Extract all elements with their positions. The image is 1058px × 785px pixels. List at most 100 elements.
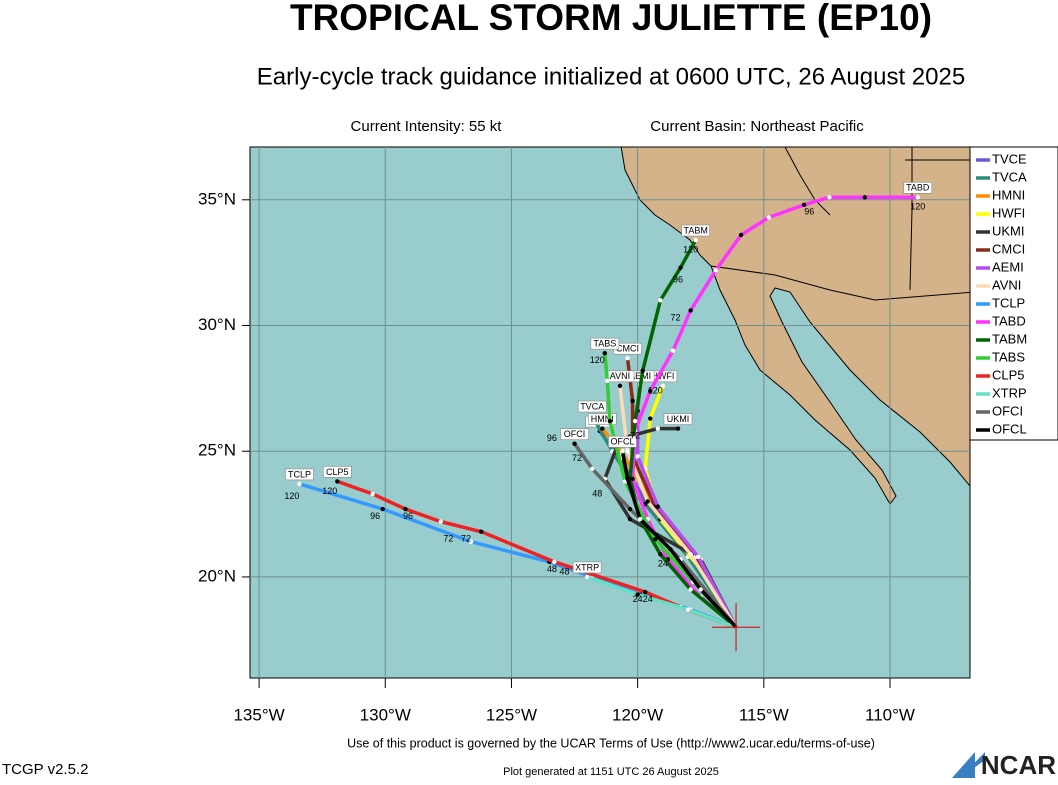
track-line [620,450,738,629]
legend-label: HMNI [992,187,1025,202]
track-point [766,215,772,220]
track-tag: XTRP [575,562,599,572]
grid: 135°W 130°W 125°W 120°W 115°W 110°W 20°N 25°N 30… [198,147,970,724]
logo-mark [952,752,985,778]
track-line [628,239,738,629]
track-point [688,587,693,592]
track-point [801,202,807,208]
legend-label: CMCI [992,241,1025,256]
track-point [335,479,340,484]
x-tick-label: 130°W [360,705,411,724]
hour-label: 48 [559,566,569,576]
track-point [655,504,661,509]
title: TROPICAL STORM JULIETTE (EP10) [290,0,932,38]
hour-label: 120 [322,486,337,496]
track-tag-box [903,181,933,194]
track-point [468,539,474,544]
hour-label: 48 [592,488,602,498]
track-point [605,378,610,384]
track-point [862,195,867,200]
track-point [625,449,630,454]
track-point [696,554,701,560]
track-tag-box [577,400,607,413]
hour-label: 120 [590,355,605,365]
track-point [630,398,635,404]
track-point [915,195,920,200]
hour-label: 72 [670,312,680,322]
hour-label: 120 [648,385,663,395]
x-tick-label: 115°W [739,705,789,724]
track-point [552,559,557,565]
track-point [713,267,719,273]
track-point [643,589,648,595]
track-point [668,547,673,552]
track-point [660,383,666,389]
legend-label: TABD [992,313,1026,328]
track-tag: TABD [906,183,930,193]
track-point [478,529,484,534]
track-point [438,519,443,524]
x-tick-label: 110°W [865,705,915,724]
legend-label: OFCI [992,403,1023,418]
track-point [380,506,385,512]
track-point [572,441,577,446]
x-tick-label: 120°W [612,705,663,724]
legend-items: TVCE TVCA HMNI HWFI UKMI CMCI AEMI AVNI TCLP TABD… [976,151,1027,436]
legend-label: AEMI [992,259,1024,274]
track-point [602,350,608,356]
track-point [655,426,661,431]
track-tag: CLP5 [326,467,349,477]
track-tag: HWFI [651,371,674,381]
track-tag: TVCA [580,401,604,411]
subtitle: Early-cycle track guidance initialized a… [257,63,965,90]
track-point [590,466,595,472]
track-point [584,574,590,580]
track-point [617,383,623,389]
track-point [685,607,691,612]
legend-label: UKMI [992,223,1025,238]
legend-label: CLP5 [992,367,1025,382]
track-tag-box [590,337,620,350]
y-tick-label: 20°N [198,566,236,585]
track-line [625,357,738,629]
track-point [625,355,630,361]
hour-label: 96 [403,511,413,521]
hour-label: 48 [547,564,557,574]
legend-label: TABM [992,331,1027,346]
track-point [637,516,643,522]
track-point [627,506,633,512]
track-point [675,426,681,431]
legend-label: XTRP [992,385,1027,400]
hour-label: 120 [284,491,299,501]
legend-label: OFCL [992,421,1027,436]
track-point [297,481,302,487]
track-point [827,195,832,200]
track-tag: AVNI [610,371,630,381]
track-tag-box [663,413,693,425]
track-point [607,418,613,424]
hour-label: 96 [804,207,814,217]
track-point [688,308,693,313]
track-point [635,454,640,459]
legend-label: TCLP [992,295,1025,310]
track-tag: TABM [684,225,708,235]
track-point [600,426,605,431]
hour-label: 72 [443,534,453,544]
track-tag-box [323,466,352,478]
hour-label: 96 [370,511,380,521]
hour-label: 96 [547,433,557,443]
track-point [698,587,703,592]
track-point [738,232,744,238]
legend-label: HWFI [992,205,1025,220]
track-point [653,537,658,542]
track-line [586,575,737,629]
track-point [670,348,676,353]
intensity: Current Intensity: 55 kt [351,118,503,135]
hour-label: 120 [683,244,698,254]
border [710,147,970,301]
generated: Plot generated at 1151 UTC 26 August 202… [503,766,719,778]
legend-label: TABS [992,349,1025,364]
track-tag-box [572,561,602,574]
track-point [648,416,653,421]
